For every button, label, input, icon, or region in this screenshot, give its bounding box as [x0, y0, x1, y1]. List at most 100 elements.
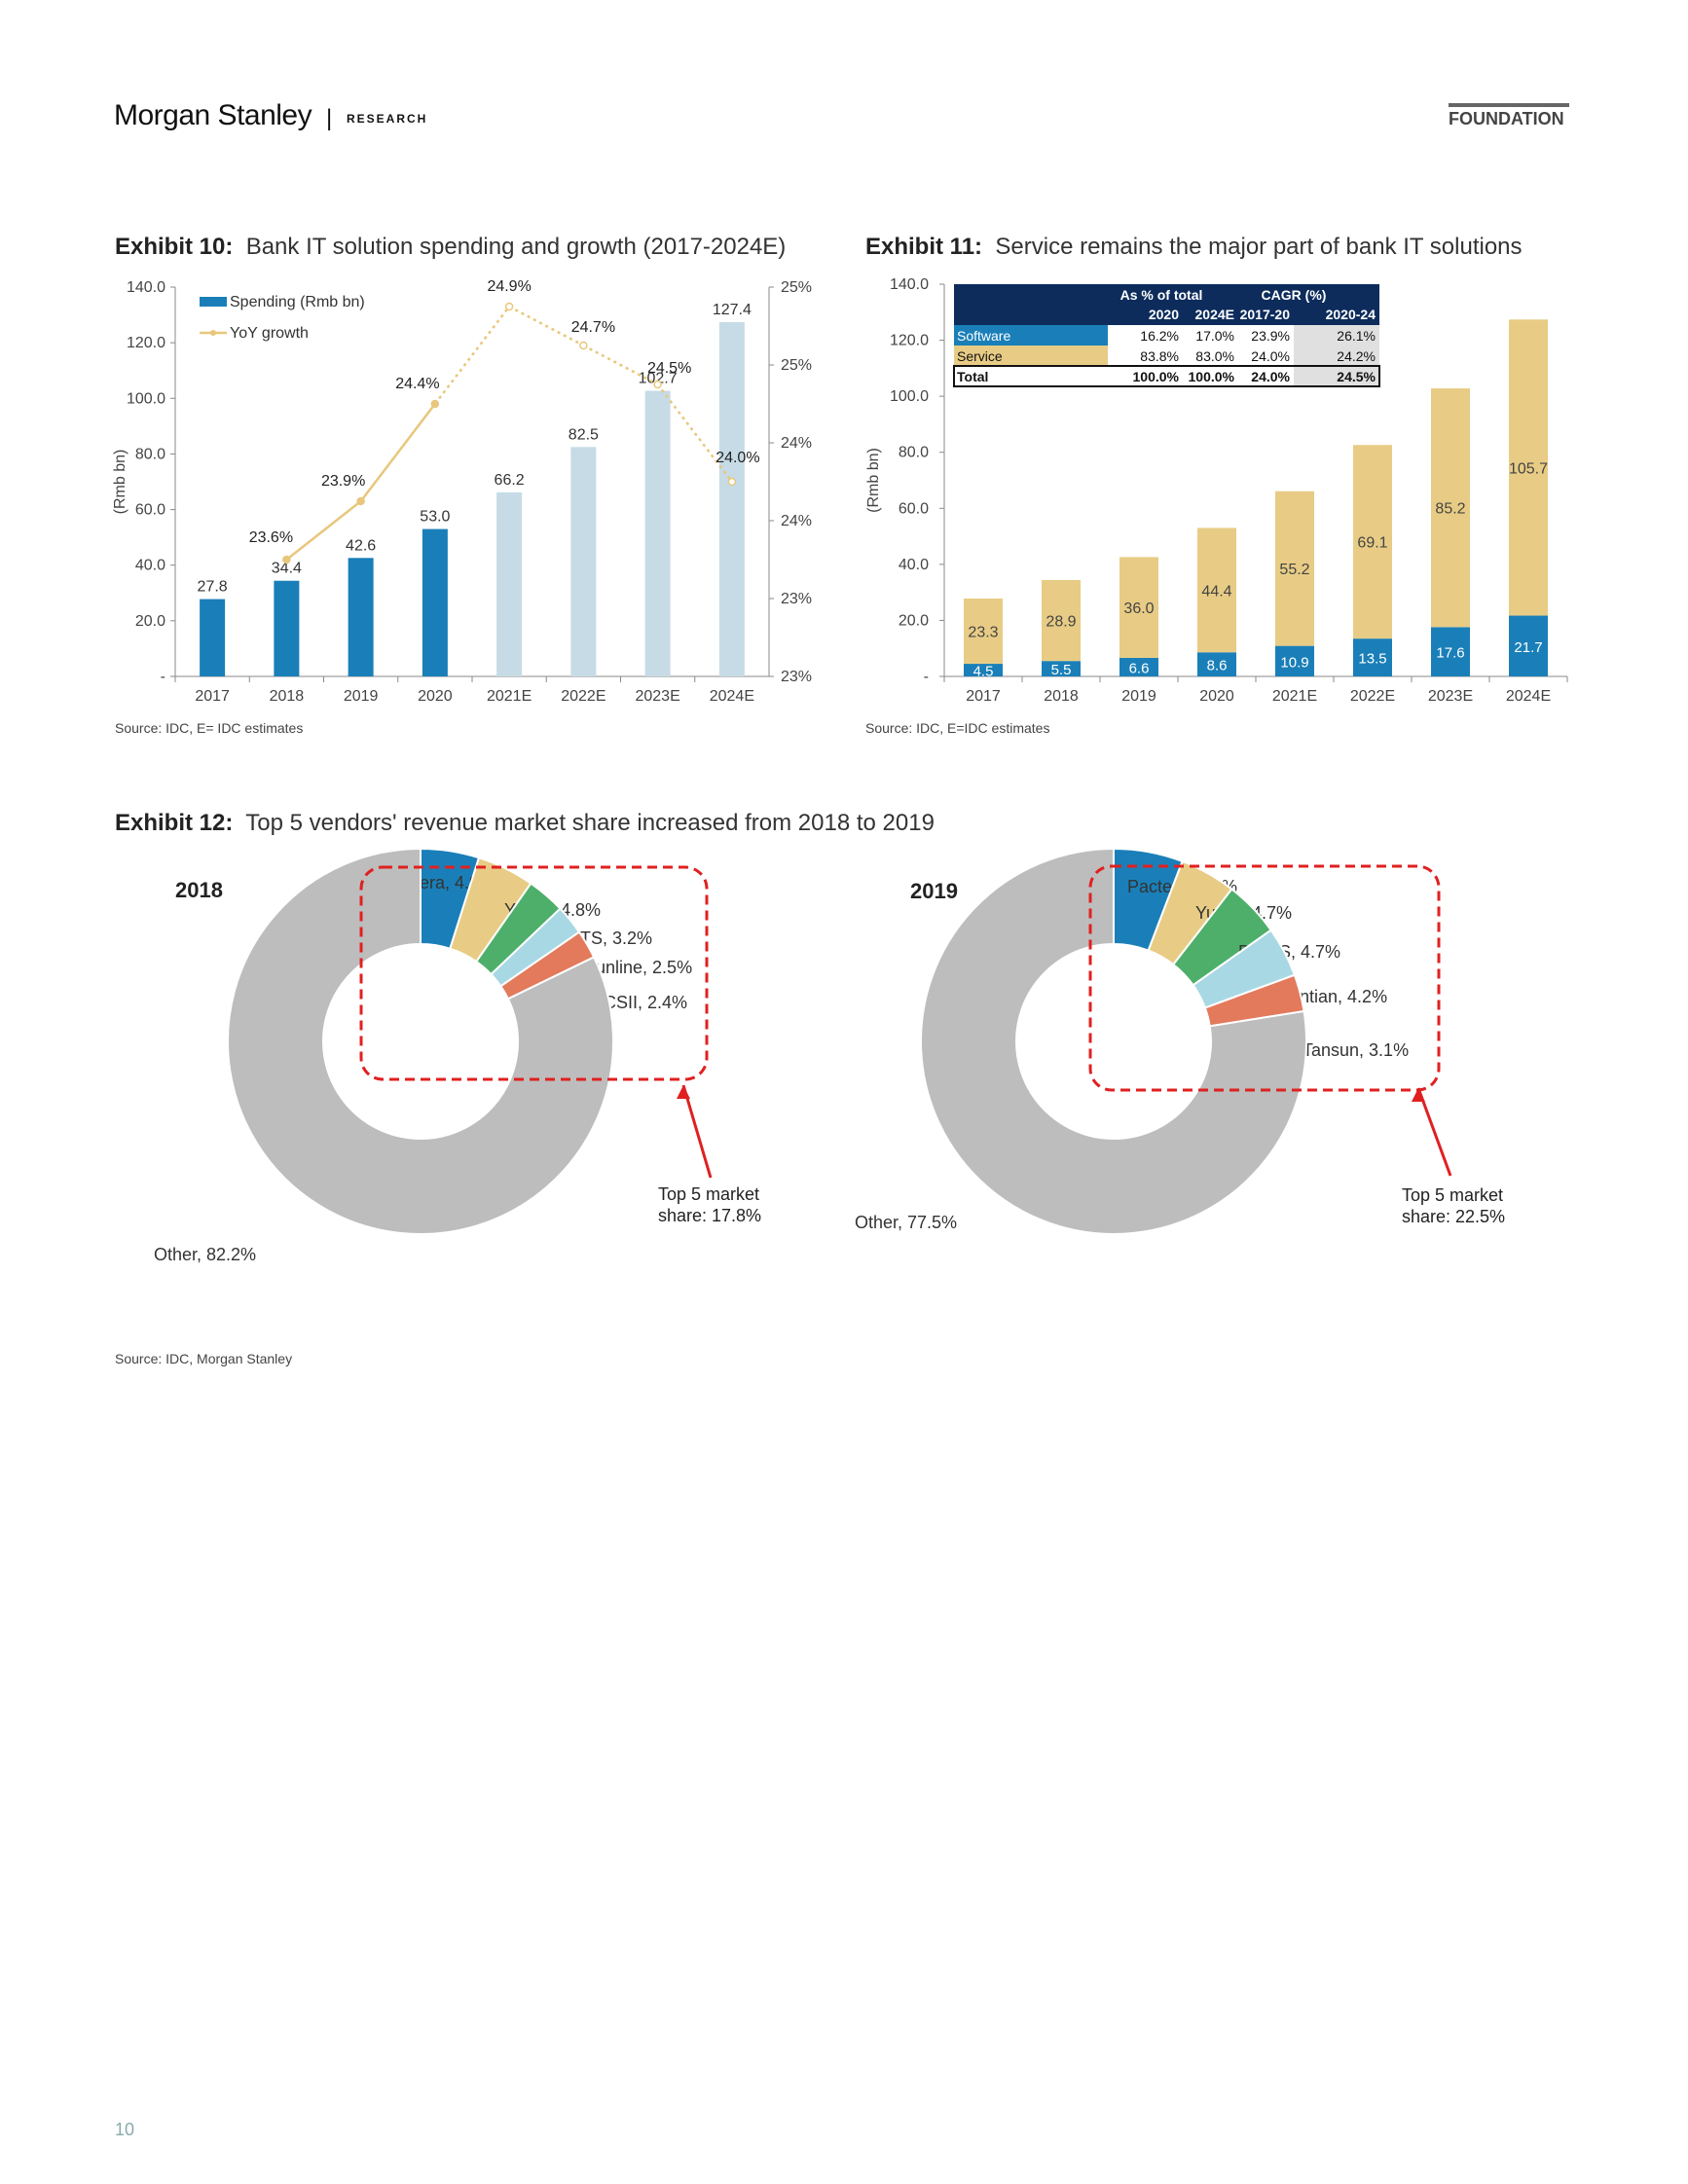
table-total-border — [953, 365, 1380, 387]
spending-bar — [200, 599, 226, 676]
series-rule — [1449, 103, 1569, 107]
software-bar — [1042, 661, 1081, 676]
growth-value-label: 24.0% — [716, 450, 759, 466]
x-tick-label: 2021E — [1272, 688, 1317, 705]
donut-slice — [920, 847, 1307, 1235]
service-value-label: 105.7 — [1509, 460, 1548, 477]
table-column-header: 2020 — [1149, 307, 1179, 322]
service-value-label: 85.2 — [1435, 501, 1465, 518]
service-bar — [1197, 528, 1236, 653]
top5-annotation: share: 17.8% — [658, 1206, 761, 1225]
table-cell: 24.5% — [1337, 369, 1376, 384]
table-column-header: 2017-20 — [1240, 307, 1291, 322]
table-row-label: Total — [957, 369, 988, 384]
table-row-label-bg — [954, 346, 1108, 366]
y-tick-label: 20.0 — [135, 613, 165, 630]
spending-bar — [644, 390, 671, 676]
table-highlight-column — [1294, 325, 1379, 386]
service-bar — [1275, 491, 1314, 646]
growth-line-segment — [582, 344, 659, 386]
y-tick-label: 140.0 — [127, 279, 165, 296]
bar-value-label: 66.2 — [495, 472, 525, 489]
x-tick-label: 2022E — [561, 688, 605, 705]
software-value-label: 17.6 — [1436, 645, 1464, 662]
y-tick-label: 60.0 — [899, 500, 929, 517]
series-label: FOUNDATION — [1449, 109, 1564, 128]
table-row-label: Software — [957, 328, 1010, 344]
software-bar — [1275, 645, 1314, 676]
table-cell: 83.8% — [1140, 348, 1179, 364]
growth-line-segment — [433, 306, 511, 405]
x-tick-label: 2023E — [1428, 688, 1473, 705]
service-bar — [1119, 557, 1158, 659]
x-tick-label: 2019 — [344, 688, 379, 705]
software-value-label: 8.6 — [1207, 658, 1228, 674]
service-bar — [964, 598, 1003, 665]
software-bar — [1509, 615, 1548, 676]
spending-bar — [718, 322, 745, 676]
x-tick-label: 2024E — [1506, 688, 1551, 705]
growth-point — [653, 380, 662, 389]
exhibit11-title-text: Service remains the major part of bank I… — [995, 234, 1523, 260]
growth-value-label: 24.4% — [395, 376, 439, 392]
spending-bar — [570, 447, 597, 676]
y-tick-label: 80.0 — [899, 445, 929, 461]
bar-value-label: 82.5 — [569, 426, 599, 443]
y-tick-label: 120.0 — [127, 335, 165, 351]
legend-label-growth: YoY growth — [230, 325, 309, 342]
slice-label: Nantian, 4.2% — [1277, 987, 1387, 1006]
table-cell: 17.0% — [1195, 328, 1234, 344]
exhibit12-donut-2019: Pactera, 5.8%Yusys, 4.7%DCITS, 4.7%Nanti… — [855, 847, 1505, 1235]
table-cell: 100.0% — [1133, 369, 1180, 384]
software-bar — [1197, 652, 1236, 676]
slice-label: Tansun, 3.1% — [1303, 1040, 1409, 1060]
y2-tick-label: 23% — [781, 591, 812, 607]
software-value-label: 5.5 — [1051, 662, 1072, 678]
table-column-header: 2024E — [1195, 307, 1234, 322]
x-tick-label: 2020 — [418, 688, 453, 705]
slice-label: Sunline, 2.5% — [584, 958, 692, 977]
bar-value-label: 53.0 — [420, 509, 450, 526]
slice-label: Other, 82.2% — [154, 1245, 256, 1264]
growth-line-segment — [359, 403, 436, 502]
table-cell: 100.0% — [1189, 369, 1235, 384]
legend-swatch-spending — [200, 297, 227, 307]
y2-tick-label: 25% — [781, 357, 812, 374]
exhibit10-title: Exhibit 10: Bank IT solution spending an… — [115, 234, 786, 261]
service-bar — [1509, 319, 1548, 616]
top5-annotation: Top 5 market — [658, 1184, 759, 1204]
software-value-label: 6.6 — [1129, 661, 1150, 677]
x-tick-label: 2018 — [1044, 688, 1079, 705]
top5-highlight-box — [1088, 864, 1441, 1092]
table-group-header: CAGR (%) — [1262, 287, 1327, 303]
y-tick-label: 40.0 — [899, 557, 929, 573]
growth-value-label: 24.9% — [487, 278, 531, 295]
y-tick-label: 120.0 — [890, 333, 929, 349]
exhibit11-source: Source: IDC, E=IDC estimates — [865, 720, 1050, 736]
y-tick-label: 140.0 — [890, 276, 929, 293]
growth-line-segment — [285, 500, 362, 561]
exhibit11-chart: - 20.0 40.0 60.0 80.0 100.0 120.0 140.0 (Rmb bn)… — [865, 276, 1568, 705]
y2-tick-label: 24% — [781, 435, 812, 452]
top5-annotation: Top 5 market — [1402, 1185, 1503, 1205]
software-bar — [1119, 658, 1158, 676]
table-column-header: 2020-24 — [1326, 307, 1376, 322]
top5-arrow-head — [1412, 1088, 1425, 1102]
y-tick-label: 100.0 — [127, 390, 165, 407]
y2-tick-label: 24% — [781, 513, 812, 529]
growth-value-label: 23.9% — [321, 473, 365, 490]
growth-line-segment — [508, 305, 584, 347]
top5-arrow-head — [677, 1085, 690, 1099]
exhibit12-donut-2018: Pactera, 4.9%Yusys, 4.8%DCITS, 3.2%Sunli… — [154, 847, 761, 1264]
x-tick-label: 2024E — [710, 688, 754, 705]
top5-arrow-line — [1416, 1087, 1452, 1177]
x-tick-label: 2017 — [195, 688, 230, 705]
bar-value-label: 42.6 — [346, 537, 376, 554]
donut-year-title: 2018 — [175, 878, 223, 902]
legend-label-spending: Spending (Rmb bn) — [230, 294, 365, 310]
service-bar — [1042, 579, 1081, 662]
exhibit12-source: Source: IDC, Morgan Stanley — [115, 1351, 293, 1366]
table-cell: 24.0% — [1251, 348, 1290, 364]
service-bar — [1431, 388, 1470, 628]
table-group-header: As % of total — [1120, 287, 1203, 303]
